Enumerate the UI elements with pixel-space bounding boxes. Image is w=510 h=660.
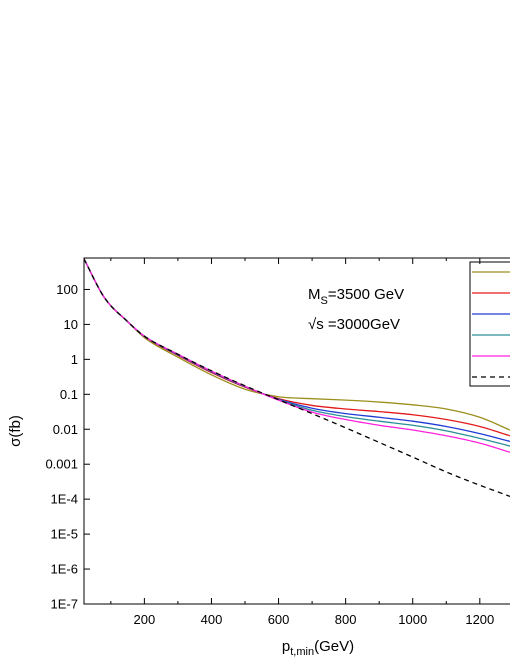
x-tick-label: 400 <box>201 612 223 627</box>
y-tick-label: 1E-6 <box>51 562 78 577</box>
y-tick-label: 0.1 <box>60 387 78 402</box>
series-line-3 <box>83 258 510 442</box>
y-tick-label: 100 <box>56 282 78 297</box>
annotation-energy: √s =3000GeV <box>308 316 400 333</box>
x-tick-label: 200 <box>134 612 156 627</box>
x-tick-label: 800 <box>335 612 357 627</box>
series-layer <box>83 258 510 497</box>
y-tick-label: 10 <box>64 317 78 332</box>
y-axis-title: σ(fb) <box>7 415 24 447</box>
annotation-mass: MS=3500 GeV <box>308 286 404 307</box>
y-tick-label: 1E-4 <box>51 492 78 507</box>
plot-area-border <box>83 257 510 605</box>
y-tick-label: 0.01 <box>53 422 78 437</box>
legend-box <box>469 261 510 387</box>
y-tick-label: 1E-5 <box>51 527 78 542</box>
y-tick-label: 0.001 <box>45 457 78 472</box>
series-line-6 <box>83 258 510 497</box>
x-axis-title: pt,min(GeV) <box>282 638 354 658</box>
series-line-4 <box>83 258 510 447</box>
x-tick-label: 1000 <box>398 612 427 627</box>
y-tick-label: 1E-7 <box>51 597 78 612</box>
series-line-5 <box>83 258 510 453</box>
legend <box>469 261 510 387</box>
axes: 200 400 600 800 1000 1200 1E-7 1E-6 1E-5 1E-4 0.00… <box>45 258 494 627</box>
x-tick-label: 600 <box>268 612 290 627</box>
y-tick-label: 1 <box>71 352 78 367</box>
x-tick-label: 1200 <box>465 612 494 627</box>
plot-frame <box>83 257 510 605</box>
